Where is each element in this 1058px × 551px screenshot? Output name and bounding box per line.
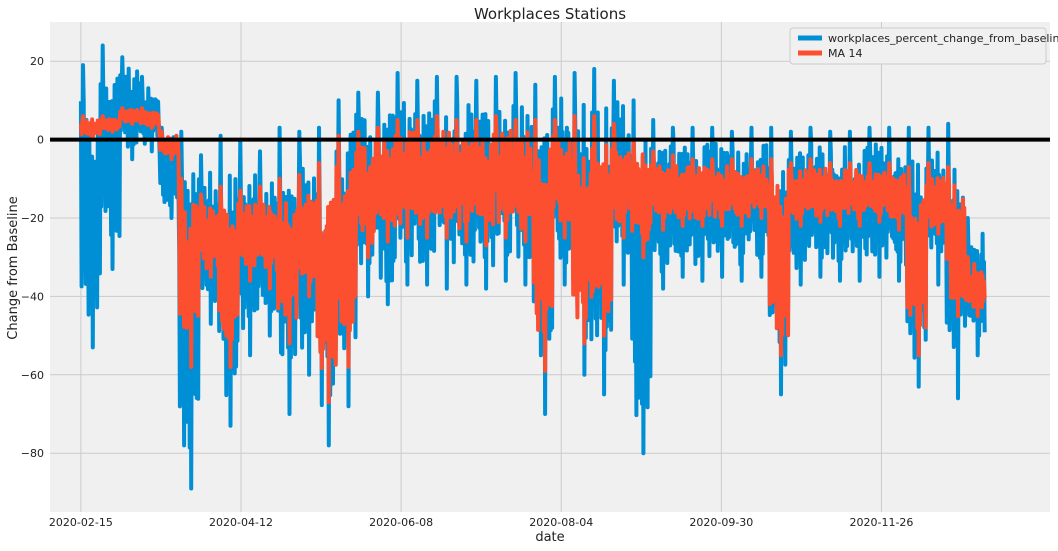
x-tick-labels: 2020-02-15 2020-04-12 2020-06-08 2020-08-04… xyxy=(49,516,913,529)
y-axis-label: Change from Baseline xyxy=(6,196,21,339)
x-tick-label: 2020-11-26 xyxy=(849,516,913,529)
series-layer xyxy=(78,43,987,491)
legend-box xyxy=(789,27,1047,65)
y-tick-label: −20 xyxy=(21,212,44,225)
legend: workplaces_percent_change_from_baseline … xyxy=(789,27,1058,65)
x-tick-label: 2020-06-08 xyxy=(369,516,433,529)
y-tick-label: 20 xyxy=(30,55,44,68)
x-axis-label: date xyxy=(535,530,564,545)
x-tick-label: 2020-04-12 xyxy=(209,516,273,529)
y-tick-label: 0 xyxy=(37,134,44,147)
x-tick-label: 2020-09-30 xyxy=(689,516,753,529)
chart-title: Workplaces Stations xyxy=(474,5,626,23)
x-tick-label: 2020-08-04 xyxy=(529,516,593,529)
y-tick-labels: 20 0 −20 −40 −60 −80 xyxy=(21,55,44,460)
legend-label-ma14: MA 14 xyxy=(828,47,863,60)
y-tick-label: −80 xyxy=(21,447,44,460)
series-line-ma14 xyxy=(78,106,987,405)
x-tick-label: 2020-02-15 xyxy=(49,516,113,529)
y-tick-label: −60 xyxy=(21,369,44,382)
y-tick-label: −40 xyxy=(21,290,44,303)
legend-label-workplaces: workplaces_percent_change_from_baseline xyxy=(828,32,1058,45)
